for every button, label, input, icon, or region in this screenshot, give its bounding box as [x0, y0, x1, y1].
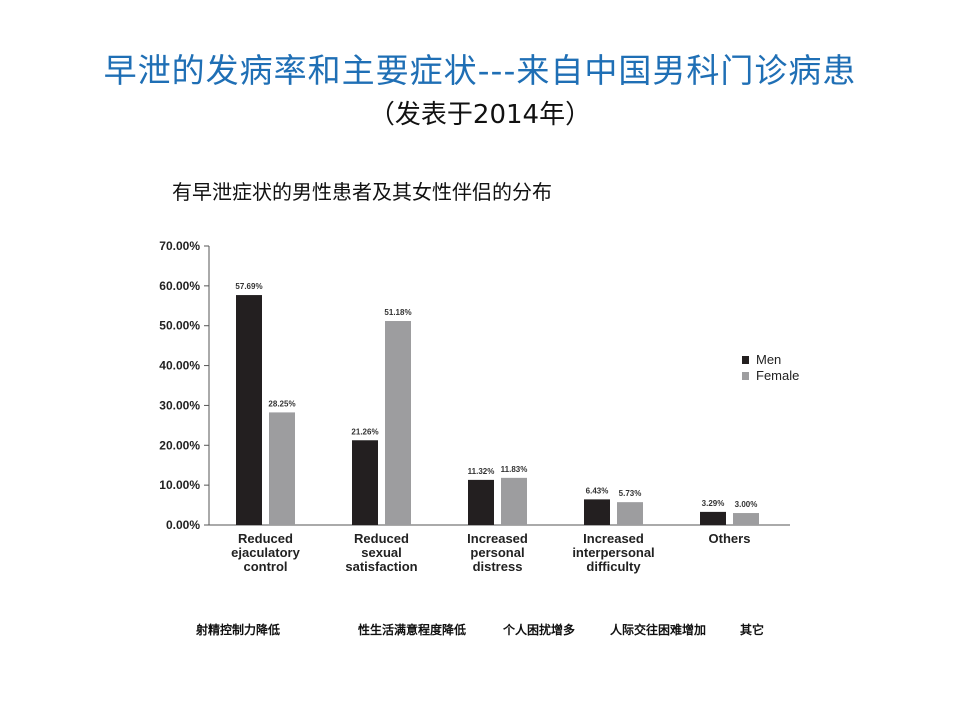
x-category-label: Increased	[467, 531, 528, 546]
legend-swatch-men	[742, 356, 749, 364]
data-label-female-4: 3.00%	[735, 500, 758, 509]
cn-category-label-personal-distress: 个人困扰增多	[503, 623, 576, 637]
data-label-men-4: 3.29%	[702, 499, 725, 508]
data-label-men-2: 11.32%	[468, 467, 495, 476]
x-category-label: Increased	[583, 531, 644, 546]
x-category-label: difficulty	[586, 559, 641, 574]
bar-female-4	[733, 513, 759, 525]
y-tick-label: 40.00%	[159, 359, 200, 373]
y-tick-label: 20.00%	[159, 438, 200, 452]
chart-caption: 有早泄症状的男性患者及其女性伴侣的分布	[172, 180, 552, 204]
slide-subtitle: （发表于2014年）	[368, 100, 592, 130]
cn-category-label-others: 其它	[740, 623, 765, 637]
data-label-men-3: 6.43%	[586, 486, 609, 495]
cn-category-label-ejaculatory-control: 射精控制力降低	[196, 623, 281, 637]
bar-men-4	[700, 511, 726, 525]
legend-label-female: Female	[756, 368, 799, 383]
bar-men-2	[468, 479, 494, 525]
slide-title: 早泄的发病率和主要症状---来自中国男科门诊病患	[103, 51, 857, 90]
bar-men-1	[352, 440, 378, 525]
data-label-female-0: 28.25%	[268, 399, 295, 408]
data-label-female-3: 5.73%	[619, 489, 642, 498]
bar-female-1	[385, 321, 411, 525]
y-tick-label: 70.00%	[159, 239, 200, 253]
x-category-label: personal	[470, 545, 524, 560]
data-label-female-2: 11.83%	[501, 465, 528, 474]
x-category-label: satisfaction	[345, 559, 417, 574]
cn-category-label-interpersonal-difficulty: 人际交往困难增加	[610, 623, 707, 637]
cn-category-label-sexual-satisfaction: 性生活满意程度降低	[358, 623, 467, 637]
x-category-label: ejaculatory	[231, 545, 300, 560]
y-tick-label: 50.00%	[159, 319, 200, 333]
bar-men-0	[236, 295, 262, 525]
x-category-label: Reduced	[354, 531, 409, 546]
x-category-label: control	[243, 559, 287, 574]
data-label-men-1: 21.26%	[351, 427, 378, 436]
y-tick-label: 10.00%	[159, 478, 200, 492]
y-tick-label: 0.00%	[166, 518, 200, 532]
bar-female-0	[269, 412, 295, 525]
x-category-label: Reduced	[238, 531, 293, 546]
x-category-label: distress	[473, 559, 523, 574]
legend-label-men: Men	[756, 352, 781, 367]
bar-female-2	[501, 477, 527, 525]
y-tick-label: 60.00%	[159, 279, 200, 293]
data-label-female-1: 51.18%	[384, 308, 411, 317]
legend-swatch-female	[742, 372, 749, 380]
x-category-label: sexual	[361, 545, 401, 560]
data-label-men-0: 57.69%	[235, 282, 262, 291]
bar-female-3	[617, 502, 643, 525]
bar-men-3	[584, 499, 610, 525]
y-tick-label: 30.00%	[159, 398, 200, 412]
x-category-label: Others	[709, 531, 751, 546]
x-category-label: interpersonal	[572, 545, 654, 560]
